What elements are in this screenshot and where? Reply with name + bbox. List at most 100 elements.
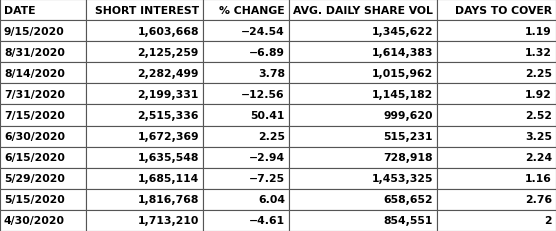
- Text: DATE: DATE: [4, 6, 36, 15]
- Text: 8/14/2020: 8/14/2020: [4, 68, 65, 78]
- Text: 658,652: 658,652: [384, 195, 433, 204]
- Text: 1.92: 1.92: [525, 89, 552, 99]
- Bar: [86, 210, 203, 231]
- Bar: [0, 105, 86, 126]
- Text: 1,672,369: 1,672,369: [137, 131, 199, 141]
- Text: 1,453,325: 1,453,325: [371, 173, 433, 183]
- Bar: [289, 105, 437, 126]
- Bar: [0, 63, 86, 84]
- Text: 999,620: 999,620: [384, 110, 433, 120]
- Text: DAYS TO COVER: DAYS TO COVER: [455, 6, 552, 15]
- Bar: [437, 168, 556, 189]
- Bar: [437, 210, 556, 231]
- Text: SHORT INTEREST: SHORT INTEREST: [95, 6, 199, 15]
- Text: 2.25: 2.25: [525, 68, 552, 78]
- Text: 5/15/2020: 5/15/2020: [4, 195, 64, 204]
- Bar: [203, 21, 289, 42]
- Text: 50.41: 50.41: [251, 110, 285, 120]
- Text: 1.32: 1.32: [525, 47, 552, 57]
- Bar: [289, 0, 437, 21]
- Bar: [86, 126, 203, 147]
- Text: 1,614,383: 1,614,383: [371, 47, 433, 57]
- Bar: [289, 168, 437, 189]
- Text: 1,145,182: 1,145,182: [372, 89, 433, 99]
- Bar: [289, 147, 437, 168]
- Bar: [86, 42, 203, 63]
- Bar: [0, 126, 86, 147]
- Bar: [86, 168, 203, 189]
- Bar: [0, 147, 86, 168]
- Text: 2: 2: [544, 216, 552, 225]
- Bar: [289, 63, 437, 84]
- Text: 2.76: 2.76: [525, 195, 552, 204]
- Bar: [0, 21, 86, 42]
- Text: 1,015,962: 1,015,962: [372, 68, 433, 78]
- Bar: [0, 84, 86, 105]
- Text: 2.24: 2.24: [525, 152, 552, 162]
- Bar: [0, 189, 86, 210]
- Bar: [0, 210, 86, 231]
- Bar: [203, 0, 289, 21]
- Text: 2.25: 2.25: [258, 131, 285, 141]
- Text: % CHANGE: % CHANGE: [220, 6, 285, 15]
- Bar: [86, 105, 203, 126]
- Text: −12.56: −12.56: [241, 89, 285, 99]
- Bar: [203, 126, 289, 147]
- Text: 2,282,499: 2,282,499: [137, 68, 199, 78]
- Bar: [437, 63, 556, 84]
- Text: 3.78: 3.78: [258, 68, 285, 78]
- Text: 8/31/2020: 8/31/2020: [4, 47, 65, 57]
- Text: 6/15/2020: 6/15/2020: [4, 152, 65, 162]
- Text: 1,713,210: 1,713,210: [138, 216, 199, 225]
- Text: 2,199,331: 2,199,331: [138, 89, 199, 99]
- Bar: [289, 21, 437, 42]
- Text: 1,816,768: 1,816,768: [138, 195, 199, 204]
- Bar: [0, 0, 86, 21]
- Text: 1,685,114: 1,685,114: [138, 173, 199, 183]
- Text: 2,125,259: 2,125,259: [138, 47, 199, 57]
- Text: −6.89: −6.89: [249, 47, 285, 57]
- Text: −24.54: −24.54: [241, 26, 285, 36]
- Text: 9/15/2020: 9/15/2020: [4, 26, 64, 36]
- Bar: [203, 147, 289, 168]
- Text: 515,231: 515,231: [384, 131, 433, 141]
- Bar: [203, 210, 289, 231]
- Text: 1.19: 1.19: [525, 26, 552, 36]
- Bar: [437, 42, 556, 63]
- Text: 6.04: 6.04: [258, 195, 285, 204]
- Text: 2.52: 2.52: [525, 110, 552, 120]
- Bar: [203, 189, 289, 210]
- Bar: [0, 168, 86, 189]
- Bar: [86, 189, 203, 210]
- Bar: [437, 147, 556, 168]
- Text: 2,515,336: 2,515,336: [137, 110, 199, 120]
- Text: 1,635,548: 1,635,548: [138, 152, 199, 162]
- Bar: [289, 84, 437, 105]
- Bar: [0, 42, 86, 63]
- Text: 5/29/2020: 5/29/2020: [4, 173, 65, 183]
- Bar: [86, 147, 203, 168]
- Bar: [86, 63, 203, 84]
- Text: 7/15/2020: 7/15/2020: [4, 110, 65, 120]
- Text: −4.61: −4.61: [249, 216, 285, 225]
- Text: 1,603,668: 1,603,668: [137, 26, 199, 36]
- Bar: [203, 42, 289, 63]
- Bar: [437, 105, 556, 126]
- Bar: [437, 0, 556, 21]
- Bar: [437, 126, 556, 147]
- Bar: [289, 42, 437, 63]
- Bar: [86, 21, 203, 42]
- Text: 6/30/2020: 6/30/2020: [4, 131, 65, 141]
- Text: 3.25: 3.25: [525, 131, 552, 141]
- Text: −7.25: −7.25: [249, 173, 285, 183]
- Bar: [289, 126, 437, 147]
- Bar: [437, 84, 556, 105]
- Bar: [203, 105, 289, 126]
- Text: −2.94: −2.94: [249, 152, 285, 162]
- Bar: [203, 84, 289, 105]
- Text: 1.16: 1.16: [525, 173, 552, 183]
- Text: 7/31/2020: 7/31/2020: [4, 89, 65, 99]
- Text: 1,345,622: 1,345,622: [371, 26, 433, 36]
- Bar: [437, 189, 556, 210]
- Bar: [86, 84, 203, 105]
